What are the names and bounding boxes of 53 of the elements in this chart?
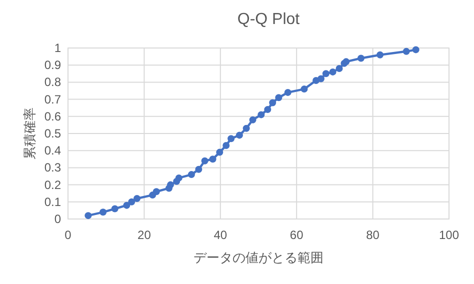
point <box>152 188 160 196</box>
point <box>300 86 308 93</box>
point <box>329 68 336 76</box>
point <box>275 94 282 102</box>
chart-title: Q-Q Plot <box>237 11 300 28</box>
point <box>236 132 243 139</box>
point <box>222 142 230 149</box>
point <box>317 75 324 82</box>
point <box>249 116 256 124</box>
x-tick-label: 80 <box>366 228 380 242</box>
y-tick-label: 0.5 <box>44 126 62 140</box>
y-tick-label: 0.3 <box>44 160 62 175</box>
point <box>111 205 118 212</box>
point <box>228 135 235 142</box>
point <box>357 54 364 62</box>
y-tick-label: 0.4 <box>44 144 62 158</box>
x-tick-label: 0 <box>64 228 72 242</box>
x-tick-label: 40 <box>214 228 228 242</box>
x-tick-label: 60 <box>290 228 304 242</box>
point <box>195 166 202 173</box>
y-tick-label: 0.2 <box>44 178 62 192</box>
point <box>84 212 92 220</box>
point <box>209 156 216 163</box>
point <box>100 208 107 216</box>
point <box>216 148 224 156</box>
point <box>128 198 136 206</box>
x-tick-label: 20 <box>138 228 152 242</box>
y-tick-label: 1 <box>54 41 62 55</box>
point <box>123 202 130 209</box>
point <box>188 171 195 178</box>
y-tick-label: 0.1 <box>44 194 62 209</box>
point <box>322 70 330 78</box>
point <box>133 194 140 202</box>
point <box>242 124 250 132</box>
y-axis-title: 累積確率 <box>22 108 37 160</box>
point <box>201 157 208 164</box>
point <box>402 48 410 55</box>
point <box>166 181 174 188</box>
point <box>412 46 420 54</box>
point <box>376 51 384 58</box>
x-tick-label: 100 <box>438 228 460 242</box>
point <box>175 174 182 182</box>
point <box>269 99 276 106</box>
point <box>258 111 265 118</box>
y-tick-label: 0.6 <box>44 109 62 124</box>
x-axis-title: データの値がとる範囲 <box>194 250 324 265</box>
point <box>264 106 272 114</box>
y-tick-label: 0 <box>54 212 62 226</box>
point <box>336 65 343 72</box>
point <box>284 88 292 96</box>
y-tick-label: 0.9 <box>44 58 62 72</box>
y-tick-label: 0.7 <box>44 92 62 106</box>
y-tick-label: 0.8 <box>44 75 62 90</box>
